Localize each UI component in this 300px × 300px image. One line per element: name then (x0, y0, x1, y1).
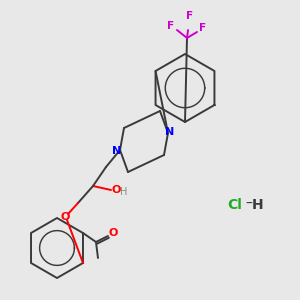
Text: –: – (246, 197, 252, 211)
Text: N: N (165, 127, 175, 137)
Text: O: O (111, 185, 121, 195)
Text: Cl: Cl (228, 198, 242, 212)
Text: F: F (200, 23, 207, 33)
Text: H: H (252, 198, 264, 212)
Text: N: N (112, 146, 122, 156)
Text: F: F (186, 11, 194, 21)
Text: O: O (60, 212, 70, 222)
Text: H: H (120, 187, 128, 197)
Text: F: F (167, 21, 175, 31)
Text: O: O (108, 228, 118, 238)
